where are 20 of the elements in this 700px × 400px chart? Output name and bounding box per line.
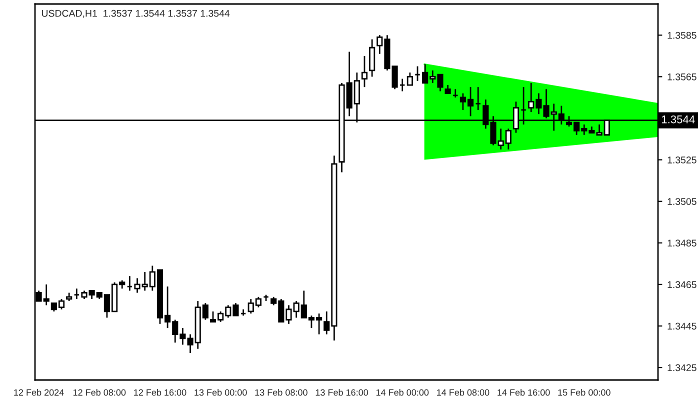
- y-tick-label: 1.3485: [668, 240, 696, 247]
- y-tick-label: 1.3425: [668, 364, 696, 372]
- x-tick-label: 12 Feb 16:00: [134, 389, 186, 396]
- y-tick-label: 1.3585: [668, 32, 696, 39]
- y-tick-label: 1.3505: [668, 198, 696, 205]
- y-tick-label: 1.3565: [668, 73, 696, 80]
- x-tick-label: 13 Feb 00:00: [194, 389, 247, 396]
- x-tick-label: 12 Feb 08:00: [73, 389, 126, 396]
- x-tick-label: 13 Feb 16:00: [316, 389, 368, 396]
- ref-line-label: 1.3544: [662, 115, 695, 124]
- x-tick-label: 14 Feb 00:00: [376, 389, 429, 396]
- x-tick-label: 13 Feb 08:00: [255, 389, 308, 396]
- x-tick-label: 15 Feb 00:00: [558, 389, 610, 396]
- text: USDCAD,H1 1.3537 1.3544 1.3537 1.3544: [42, 10, 230, 18]
- y-tick-label: 1.3465: [668, 281, 696, 288]
- x-tick-label: 14 Feb 16:00: [498, 389, 550, 396]
- x-tick-label: 12 Feb 2024: [14, 389, 64, 396]
- y-tick-label: 1.3445: [668, 322, 696, 330]
- y-tick-label: 1.3525: [668, 156, 696, 164]
- x-tick-label: 14 Feb 08:00: [437, 389, 490, 396]
